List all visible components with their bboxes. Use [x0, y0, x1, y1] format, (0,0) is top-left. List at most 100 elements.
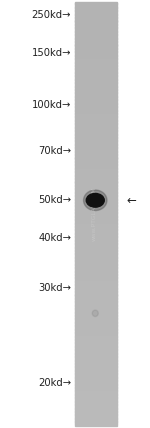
Bar	[75, 376, 117, 378]
Bar	[75, 308, 117, 310]
Text: 150kd→: 150kd→	[32, 48, 71, 59]
Bar	[75, 178, 117, 180]
Bar	[75, 330, 117, 331]
Bar	[75, 348, 117, 350]
Bar	[75, 300, 117, 302]
Bar	[75, 105, 117, 107]
Bar	[75, 2, 117, 3]
Bar	[75, 354, 117, 355]
Bar	[75, 133, 117, 135]
Bar	[75, 24, 117, 26]
Bar	[75, 122, 117, 124]
Bar	[75, 53, 117, 54]
Bar	[75, 307, 117, 309]
Bar	[75, 325, 117, 327]
Text: www.PTGLAB.COM: www.PTGLAB.COM	[92, 187, 97, 241]
Bar	[75, 390, 117, 392]
Bar	[75, 369, 117, 371]
Bar	[75, 277, 117, 279]
Bar	[75, 269, 117, 270]
Bar	[75, 16, 117, 18]
Bar	[75, 400, 117, 402]
Bar	[75, 327, 117, 328]
Bar	[75, 284, 117, 286]
Bar	[75, 134, 117, 136]
Bar	[75, 89, 117, 91]
Bar	[75, 58, 117, 60]
Bar	[75, 365, 117, 366]
Bar	[75, 149, 117, 151]
Bar	[75, 99, 117, 101]
Bar	[75, 422, 117, 425]
Bar	[75, 301, 117, 303]
Bar	[75, 242, 117, 244]
Bar	[75, 295, 117, 297]
Bar	[75, 281, 117, 283]
Bar	[75, 144, 117, 146]
Bar	[75, 67, 117, 68]
Bar	[75, 317, 117, 318]
Bar	[75, 88, 117, 90]
Bar	[75, 274, 117, 276]
Bar	[75, 223, 117, 225]
Bar	[75, 411, 117, 413]
Bar	[75, 98, 117, 100]
Bar	[75, 419, 117, 420]
Bar	[75, 123, 117, 125]
Text: 50kd→: 50kd→	[38, 195, 71, 205]
Text: 40kd→: 40kd→	[38, 233, 71, 244]
Bar	[75, 119, 117, 121]
Bar	[75, 421, 117, 423]
Bar	[75, 102, 117, 104]
Bar	[75, 321, 117, 323]
Bar	[75, 291, 117, 293]
Bar	[75, 239, 117, 241]
Bar	[75, 386, 117, 388]
Bar	[75, 191, 117, 193]
Bar	[75, 413, 117, 415]
Bar	[75, 349, 117, 351]
Bar	[75, 341, 117, 342]
Bar	[75, 420, 117, 422]
Bar	[75, 211, 117, 213]
Bar	[75, 71, 117, 73]
Bar	[75, 283, 117, 285]
Bar	[75, 142, 117, 143]
Bar	[75, 267, 117, 269]
Bar	[75, 143, 117, 145]
Bar	[75, 112, 117, 114]
Bar	[75, 48, 117, 50]
Bar	[75, 158, 117, 160]
Bar	[75, 39, 117, 40]
Bar	[75, 51, 117, 53]
Bar	[75, 115, 117, 116]
Bar	[75, 177, 117, 179]
Bar	[75, 366, 117, 368]
Bar	[75, 91, 117, 92]
Bar	[75, 393, 117, 395]
Bar	[75, 351, 117, 352]
Bar	[75, 373, 117, 375]
Bar	[75, 363, 117, 365]
Bar	[75, 129, 117, 131]
Bar	[75, 139, 117, 140]
Bar	[75, 184, 117, 186]
Bar	[75, 377, 117, 379]
Bar	[75, 231, 117, 232]
Bar	[75, 146, 117, 148]
Bar	[75, 344, 117, 345]
Bar	[75, 50, 117, 52]
Bar	[75, 324, 117, 326]
Bar	[75, 322, 117, 324]
Text: 70kd→: 70kd→	[38, 146, 71, 156]
Bar	[75, 287, 117, 289]
Bar	[75, 352, 117, 354]
Bar	[75, 83, 117, 86]
Bar	[75, 136, 117, 138]
Bar	[75, 205, 117, 207]
Bar	[75, 182, 117, 184]
Bar	[75, 147, 117, 149]
Bar	[75, 201, 117, 203]
Bar	[75, 221, 117, 223]
Bar	[75, 188, 117, 190]
